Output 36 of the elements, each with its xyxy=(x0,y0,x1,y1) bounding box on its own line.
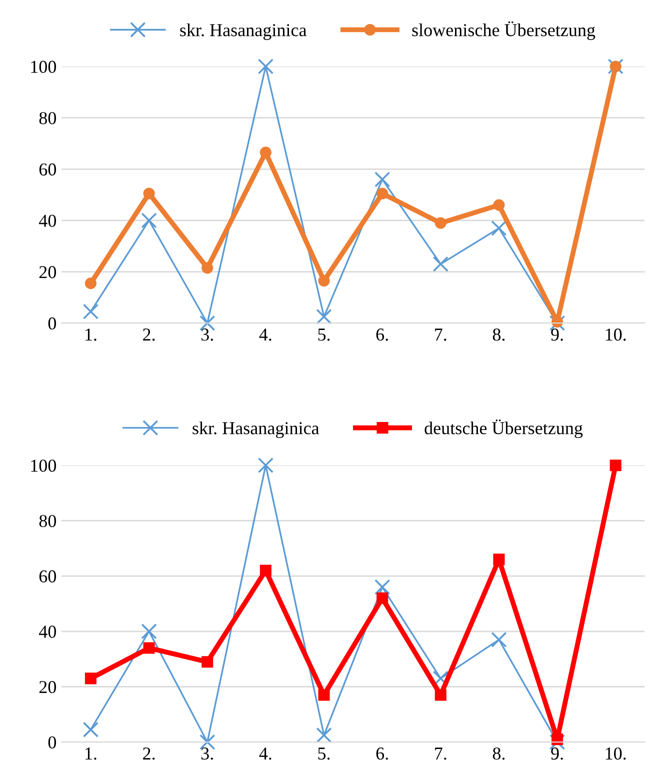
y-tick-label: 100 xyxy=(31,460,56,472)
x-tick-label: 5. xyxy=(318,328,330,341)
x-tick-label: 3. xyxy=(201,748,213,760)
x-tick-label: 8. xyxy=(492,747,505,760)
y-tick-label: 80 xyxy=(39,112,56,124)
legend-label: slowenische Übersetzung xyxy=(412,21,596,40)
x-tick-label: 2. xyxy=(143,748,155,760)
y-tick-label: 40 xyxy=(38,214,56,227)
y-tick-label: 0 xyxy=(48,317,56,330)
x-tick-label: 9. xyxy=(551,328,563,341)
y-tick-label: 20 xyxy=(39,266,56,278)
x-tick-label: 9. xyxy=(551,748,563,760)
x-tick-label: 4. xyxy=(259,328,272,341)
y-tick-label: 20 xyxy=(39,680,56,694)
x-tick-label: 7. xyxy=(435,748,446,760)
legend-label: skr. Hasanaginica xyxy=(192,422,320,438)
x-tick-label: 2. xyxy=(143,328,155,341)
x-tick-label: 6. xyxy=(376,748,388,760)
x-tick-label: 8. xyxy=(492,328,505,341)
x-tick-label: 1. xyxy=(86,328,96,341)
y-tick-label: 40 xyxy=(38,626,56,638)
x-tick-label: 10. xyxy=(606,747,626,760)
y-tick-label: 60 xyxy=(39,570,56,582)
y-tick-label: 80 xyxy=(39,514,56,528)
y-tick-label: 60 xyxy=(39,163,56,176)
x-tick-label: 7. xyxy=(435,328,446,341)
x-tick-label: 3. xyxy=(201,328,213,341)
x-tick-label: 1. xyxy=(86,748,96,760)
x-tick-label: 10. xyxy=(606,328,626,341)
y-tick-label: 0 xyxy=(48,736,56,749)
x-tick-label: 6. xyxy=(376,328,388,341)
x-tick-label: 4. xyxy=(259,748,272,760)
legend-label: deutsche Übersetzung xyxy=(424,419,583,438)
y-tick-label: 100 xyxy=(31,60,56,73)
legend-label: skr. Hasanaginica xyxy=(180,24,307,40)
x-tick-label: 5. xyxy=(318,748,330,760)
